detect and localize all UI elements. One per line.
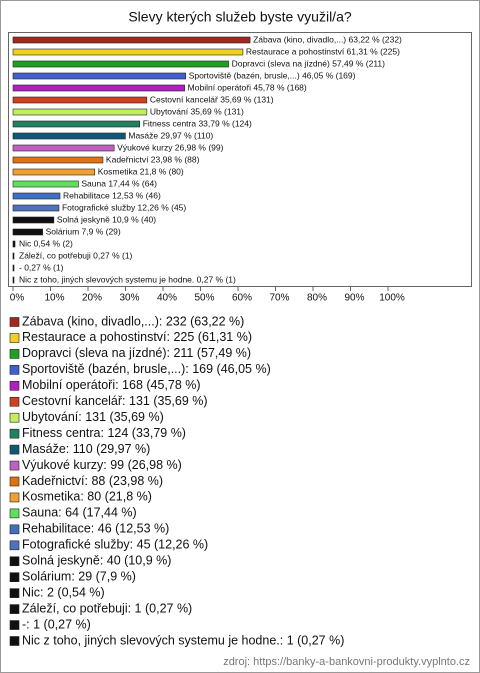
bar-label: Masáže 29,97 % (110) — [128, 130, 213, 140]
legend-label: Nic z toho, jiných slevových systemu je … — [22, 633, 344, 647]
legend-swatch — [9, 444, 20, 455]
x-tick-label: 100% — [379, 293, 405, 304]
legend-swatch — [9, 636, 20, 646]
bar-label: Nic 0,54 % (2) — [19, 238, 73, 248]
source: zdroj: https://banky-a-bankovni-produkty… — [223, 656, 470, 668]
bar-label: Cestovní kancelář 35,69 % (131) — [150, 94, 274, 104]
legend-label: Záleží, co potřebuji: 1 (0,27 %) — [22, 601, 192, 615]
bar-label: Výukové kurzy 26,98 % (99) — [117, 142, 223, 152]
legend-swatch — [9, 396, 20, 407]
bar-label: Fitness centra 33,79 % (124) — [143, 118, 252, 128]
bar — [12, 180, 79, 188]
legend-swatch — [9, 349, 20, 359]
bar — [12, 132, 126, 140]
bar — [12, 204, 60, 212]
legend-swatch — [9, 380, 20, 391]
bar-label: Kosmetika 21,8 % (80) — [98, 166, 184, 176]
bar — [12, 48, 244, 56]
legend-swatch — [9, 492, 20, 503]
x-tick-label: 80% — [307, 293, 327, 304]
legend-swatch — [9, 556, 20, 567]
legend-swatch — [9, 588, 20, 598]
legend-swatch — [9, 524, 20, 535]
legend-label: Mobilní operátoři: 168 (45,78 %) — [22, 378, 201, 392]
legend-swatch — [9, 317, 20, 327]
bar — [12, 156, 104, 164]
legend-label: Cestovní kancelář: 131 (35,69 %) — [22, 394, 208, 408]
bar — [12, 60, 229, 68]
bar — [12, 276, 15, 284]
bar — [12, 216, 55, 224]
bar-label: Kadeřnictví 23,98 % (88) — [106, 154, 200, 164]
legend-label: -: 1 (0,27 %) — [22, 617, 91, 631]
x-tick-label: 70% — [269, 293, 289, 304]
legend-label: Kosmetika: 80 (21,8 %) — [22, 490, 152, 504]
bar — [12, 264, 15, 272]
x-tick-label: 10% — [44, 293, 64, 304]
x-tick-label: 20% — [82, 293, 102, 304]
bar — [12, 168, 96, 176]
x-tick-label: 90% — [344, 293, 364, 304]
legend-swatch — [9, 604, 20, 614]
legend-swatch — [9, 428, 20, 439]
bar — [12, 120, 141, 128]
legend-swatch — [9, 460, 20, 471]
bar-label: Solná jeskyně 10,9 % (40) — [57, 214, 156, 224]
chart-title: Slevy kterých služeb byste využil/a? — [128, 9, 352, 25]
legend-label: Solná jeskyně: 40 (10,9 %) — [22, 554, 171, 568]
legend-swatch — [9, 540, 20, 551]
bar — [12, 144, 115, 152]
legend-label: Kadeřnictví: 88 (23,98 %) — [22, 474, 163, 488]
legend-swatch — [9, 412, 20, 423]
bar — [12, 192, 61, 200]
legend-label: Sportoviště (bazén, brusle,...): 169 (46… — [22, 362, 271, 376]
x-tick-label: 30% — [119, 293, 139, 304]
x-tick-label: 50% — [194, 293, 214, 304]
legend-label: Výukové kurzy: 99 (26,98 %) — [22, 458, 182, 472]
legend-label: Ubytování: 131 (35,69 %) — [22, 410, 164, 424]
legend-swatch — [9, 508, 20, 519]
bar — [12, 240, 16, 248]
bar — [12, 108, 148, 116]
bar — [12, 252, 15, 260]
x-tick-label: 0% — [10, 293, 25, 304]
x-tick-label: 60% — [232, 293, 252, 304]
bar-label: Solárium 7,9 % (29) — [46, 226, 121, 236]
legend-swatch — [9, 476, 20, 487]
bar — [12, 84, 185, 92]
bar — [12, 72, 186, 80]
legend-label: Solárium: 29 (7,9 %) — [22, 569, 136, 583]
legend-label: Restaurace a pohostinství: 225 (61,31 %) — [22, 330, 252, 344]
legend-swatch — [9, 572, 20, 583]
legend-label: Rehabilitace: 46 (12,53 %) — [22, 522, 169, 536]
bar-label: Sportoviště (bazén, brusle,...) 46,05 % … — [189, 70, 356, 80]
bar-label: Mobilní operátoři 45,78 % (168) — [188, 82, 307, 92]
legend-label: Masáže: 110 (29,97 %) — [22, 442, 150, 456]
legend-swatch — [9, 333, 20, 343]
bar-label: Fotografické služby 12,26 % (45) — [62, 202, 186, 212]
legend-label: Fotografické služby: 45 (12,26 %) — [22, 538, 208, 552]
legend-label: Nic: 2 (0,54 %) — [22, 585, 105, 599]
bar-label: Nic z toho, jiných slevových systemu je … — [19, 274, 236, 284]
bar-label: Dopravci (sleva na jízdné) 57,49 % (211) — [232, 58, 386, 68]
bar-label: Záleží, co potřebuji 0,27 % (1) — [19, 250, 133, 260]
legend-label: Zábava (kino, divadlo,...): 232 (63,22 %… — [22, 314, 244, 328]
bar — [12, 228, 43, 236]
bar-label: Zábava (kino, divadlo,...) 63,22 % (232) — [253, 34, 402, 44]
bar-label: - 0,27 % (1) — [19, 262, 64, 272]
bar-label: Restaurace a pohostinství 61,31 % (225) — [246, 46, 400, 56]
bar-label: Rehabilitace 12,53 % (46) — [63, 190, 161, 200]
x-tick-label: 40% — [157, 293, 177, 304]
legend-swatch — [9, 620, 20, 630]
bar — [12, 96, 148, 104]
bar — [12, 36, 251, 44]
legend-label: Dopravci (sleva na jízdné): 211 (57,49 %… — [22, 346, 251, 360]
legend-label: Fitness centra: 124 (33,79 %) — [22, 426, 186, 440]
bar-label: Sauna 17,44 % (64) — [81, 178, 157, 188]
legend-swatch — [9, 365, 20, 375]
legend-label: Sauna: 64 (17,44 %) — [22, 506, 137, 520]
bar-label: Ubytování 35,69 % (131) — [150, 106, 244, 116]
